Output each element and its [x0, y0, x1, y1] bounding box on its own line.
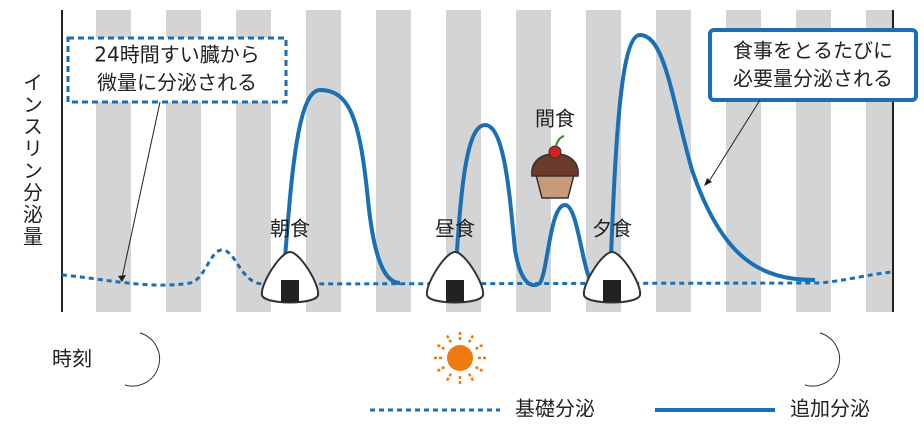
nori: [446, 280, 464, 302]
sun-ray: [474, 365, 485, 374]
sun-icon: [432, 330, 488, 386]
rice-ball: [425, 250, 485, 304]
sun-ray: [444, 372, 453, 383]
moon-icon: [804, 332, 841, 387]
bolus-annotation-box: [708, 28, 918, 102]
meal-label: 朝食: [270, 217, 310, 241]
basal-curve: [61, 248, 894, 287]
x-axis-label: 時刻: [52, 347, 92, 371]
nori: [281, 280, 299, 302]
rice-ball: [260, 250, 320, 304]
basal-annotation-box: [66, 36, 288, 104]
arrow-head: [118, 275, 126, 282]
sun-ray: [435, 365, 446, 374]
meal-label: 昼食: [435, 217, 475, 241]
sun-ray: [444, 333, 453, 344]
rice-ball: [582, 250, 642, 304]
nori: [603, 280, 621, 302]
sun-ray: [467, 372, 476, 383]
cupcake-icon: [531, 135, 579, 199]
annotation-arrow: [121, 101, 161, 279]
stripe: [306, 10, 341, 312]
bolus-curve: [281, 32, 816, 288]
basal-annotation: 24時間すい臓から: [94, 43, 259, 67]
arrow-head: [704, 178, 712, 186]
sun-ray: [467, 333, 476, 344]
legend-label: 追加分泌: [790, 397, 870, 421]
meal-label: 間食: [535, 107, 575, 131]
legend-label: 基礎分泌: [515, 397, 595, 421]
meal-label: 夕食: [592, 217, 632, 241]
sun-ray: [474, 342, 485, 351]
bolus-annotation: 必要量分泌される: [733, 67, 893, 91]
sun-ray: [435, 342, 446, 351]
basal-annotation: 微量に分泌される: [97, 71, 257, 95]
rice-balls: [260, 250, 642, 304]
y-axis-label: インスリン分泌量: [20, 72, 44, 248]
bolus-annotation: 食事をとるたびに: [733, 39, 893, 63]
moon-icon: [124, 332, 161, 387]
annotation-arrow: [707, 99, 761, 184]
